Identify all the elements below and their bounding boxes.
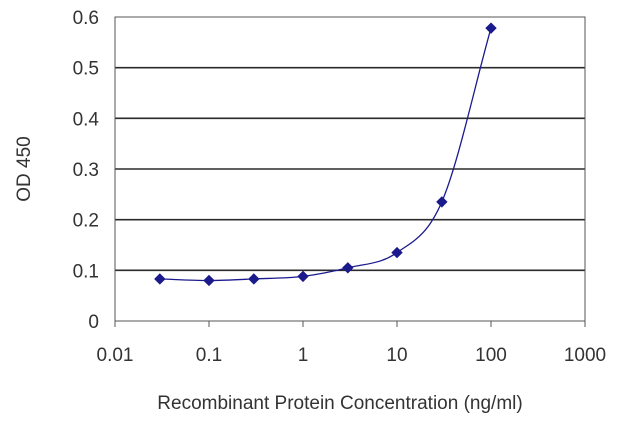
data-point [154, 273, 166, 285]
data-points [154, 22, 497, 287]
y-tick-label: 0.5 [73, 59, 99, 80]
y-tick-label: 0.4 [73, 109, 100, 130]
data-point [485, 22, 497, 34]
y-tick-label: 0 [88, 312, 99, 333]
data-point [297, 270, 309, 283]
gridlines [115, 66, 585, 272]
x-tick-label: 100 [475, 345, 507, 366]
y-axis-label: OD 450 [14, 136, 35, 201]
y-tick-label: 0.6 [73, 8, 99, 29]
x-tick-label: 1 [298, 345, 309, 366]
y-tick-label: 0.3 [73, 160, 99, 181]
x-tick-label: 10 [386, 345, 407, 366]
x-tick-label: 0.01 [97, 345, 134, 366]
data-point [391, 246, 403, 259]
data-point [436, 196, 448, 208]
data-point [203, 274, 215, 287]
x-tick-label: 0.1 [196, 345, 222, 366]
x-axis-label: Recombinant Protein Concentration (ng/ml… [157, 393, 522, 414]
plot-frame [114, 16, 586, 322]
y-axis: 0 0.1 0.2 0.3 0.4 0.5 0.6 [73, 8, 100, 333]
fit-curve [159, 27, 492, 282]
data-point [248, 273, 260, 285]
data-point [342, 262, 354, 274]
y-tick-label: 0.1 [73, 261, 99, 282]
x-axis: 0.01 0.1 1 10 100 1000 [97, 321, 606, 366]
y-tick-label: 0.2 [73, 211, 99, 232]
x-tick-label: 1000 [564, 345, 606, 366]
